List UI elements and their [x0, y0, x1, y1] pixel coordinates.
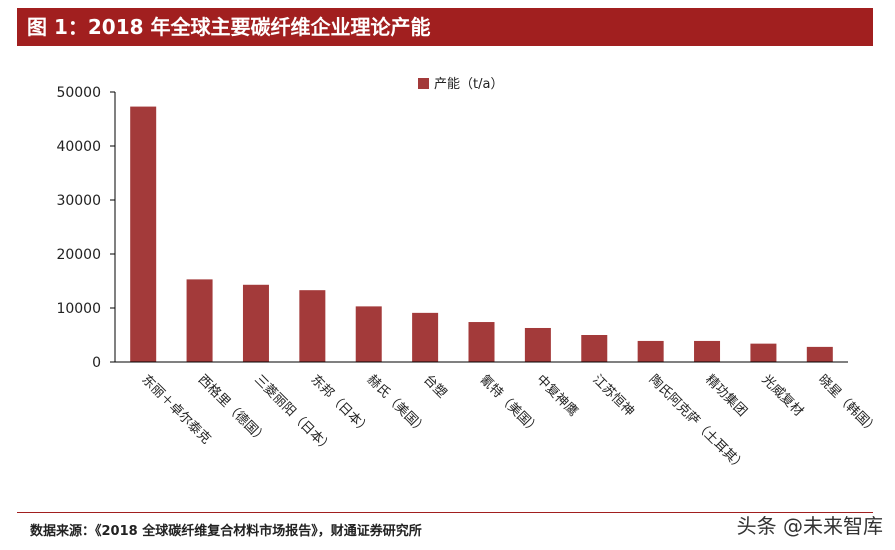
chart-title: 图 1：2018 年全球主要碳纤维企业理论产能: [17, 8, 873, 46]
legend-label: 产能（t/a）: [434, 77, 503, 92]
x-tick-label: 中复神鹰: [533, 372, 581, 420]
y-tick-label: 0: [92, 355, 101, 371]
bar: [412, 312, 439, 362]
x-tick-label: 精功集团: [702, 372, 750, 420]
x-tick-label: 陶氏阿克萨（土耳其）: [646, 372, 749, 475]
bar-chart: 产能（t/a） 0 10000 20000 30000 40000 50000 东丽＋卓尔…: [56, 77, 881, 475]
y-axis: 0 10000 20000 30000 40000 50000: [56, 85, 116, 371]
x-tick-label: 台塑: [420, 372, 449, 401]
bar: [806, 346, 833, 362]
y-tick-label: 10000: [56, 301, 101, 317]
bar: [750, 343, 777, 362]
y-tick-label: 20000: [56, 247, 101, 263]
y-tick-label: 50000: [56, 85, 101, 101]
bar: [468, 322, 495, 362]
bar: [581, 335, 608, 362]
x-tick-label: 晓星（韩国）: [815, 372, 881, 438]
bar: [355, 306, 382, 362]
bar: [186, 279, 213, 362]
bar: [130, 106, 157, 362]
bars: [130, 106, 833, 362]
footer-divider: [17, 512, 873, 513]
bar: [524, 327, 551, 362]
watermark: 头条 @未来智库: [736, 514, 883, 538]
bar: [694, 340, 721, 362]
bar: [242, 284, 269, 362]
source-note: 数据来源：《2018 全球碳纤维复合材料市场报告》，财通证券研究所: [30, 524, 422, 539]
bar: [299, 290, 326, 362]
y-tick-label: 30000: [56, 193, 101, 209]
legend: 产能（t/a）: [418, 77, 503, 92]
x-tick-label: 光威复材: [759, 372, 806, 419]
bar: [637, 340, 664, 362]
legend-swatch: [418, 78, 429, 89]
y-tick-label: 40000: [56, 139, 101, 155]
x-tick-label: 江苏恒神: [589, 372, 637, 420]
